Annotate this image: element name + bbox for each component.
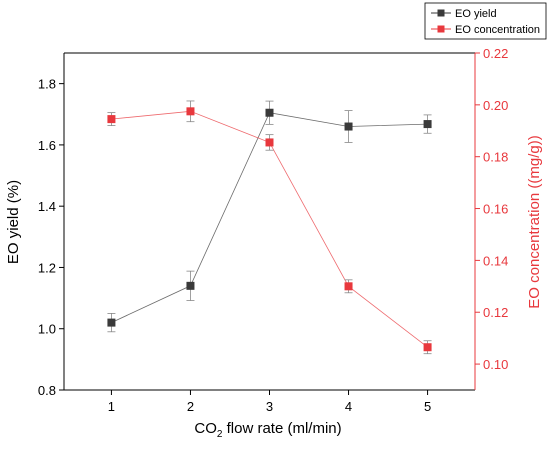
- data-point-eo-concentration-0: [107, 115, 116, 124]
- legend-box: [424, 2, 547, 40]
- legend: EO yield EO concentration: [424, 2, 547, 40]
- right-y-axis-title: EO concentration ((mg/g)): [526, 135, 543, 308]
- left-y-tick-label-2: 1.2: [38, 260, 56, 275]
- data-point-eo-yield-0: [107, 318, 116, 327]
- right-y-tick-label-4: 0.18: [483, 150, 508, 165]
- x-axis-title: CO2 flow rate (ml/min): [194, 420, 341, 440]
- right-y-tick-label-1: 0.12: [483, 305, 508, 320]
- legend-label-eo-concentration: EO concentration: [455, 24, 540, 36]
- x-tick-label-0: 1: [108, 399, 115, 414]
- x-tick-label-4: 5: [424, 399, 431, 414]
- left-y-tick-label-4: 1.6: [38, 138, 56, 153]
- x-tick-label-2: 3: [266, 399, 273, 414]
- left-y-axis-title: EO yield (%): [5, 180, 22, 264]
- left-y-tick-label-3: 1.4: [38, 199, 56, 214]
- x-axis-title-suffix: flow rate (ml/min): [222, 420, 341, 437]
- right-y-tick-label-6: 0.22: [483, 46, 508, 61]
- legend-marker-eo-concentration: [437, 25, 445, 33]
- legend-marker-eo-yield: [437, 9, 445, 17]
- data-point-eo-concentration-4: [423, 343, 432, 352]
- right-y-tick-label-3: 0.16: [483, 202, 508, 217]
- data-point-eo-yield-3: [344, 122, 353, 131]
- right-y-tick-label-2: 0.14: [483, 253, 508, 268]
- left-y-tick-label-1: 1.0: [38, 322, 56, 337]
- x-tick-label-3: 4: [345, 399, 352, 414]
- right-y-ticks: 0.10 0.12 0.14 0.16 0.18 0.20 0.22: [475, 46, 508, 372]
- right-y-tick-label-0: 0.10: [483, 357, 508, 372]
- left-y-ticks: 0.8 1.0 1.2 1.4 1.6 1.8: [38, 77, 64, 398]
- data-point-eo-concentration-3: [344, 282, 353, 291]
- x-axis-title-prefix: CO: [194, 420, 217, 437]
- left-y-tick-label-0: 0.8: [38, 383, 56, 398]
- x-tick-label-1: 2: [187, 399, 194, 414]
- x-axis-title-subscript: 2: [217, 429, 223, 440]
- data-point-eo-concentration-2: [265, 138, 274, 147]
- data-point-eo-concentration-1: [186, 107, 195, 116]
- right-y-tick-label-5: 0.20: [483, 98, 508, 113]
- data-point-eo-yield-4: [423, 120, 432, 129]
- data-point-eo-yield-2: [265, 108, 274, 117]
- series-layer: [107, 100, 432, 355]
- legend-label-eo-yield: EO yield: [455, 8, 497, 20]
- data-point-eo-yield-1: [186, 281, 195, 290]
- left-y-tick-label-5: 1.8: [38, 77, 56, 92]
- x-ticks: 1 2 3 4 5: [108, 390, 431, 414]
